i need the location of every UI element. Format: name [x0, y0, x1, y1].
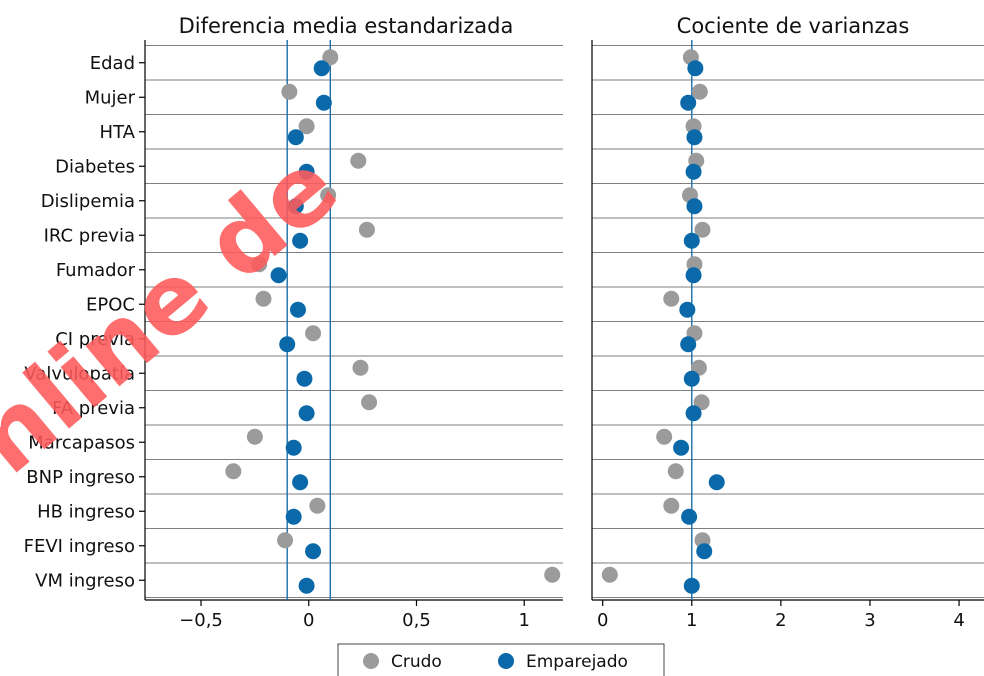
panel-title: Diferencia media estandarizada [179, 14, 514, 38]
point-crudo [352, 359, 369, 376]
point-emparejado [292, 474, 309, 491]
x-tick-label: 0 [303, 610, 314, 631]
point-emparejado [685, 405, 702, 422]
point-emparejado [685, 163, 702, 180]
x-tick-label: 0,5 [402, 610, 431, 631]
point-crudo [601, 566, 618, 583]
panel-title: Cociente de varianzas [677, 14, 910, 38]
point-emparejado [287, 198, 304, 215]
point-emparejado [673, 439, 690, 456]
point-emparejado [686, 198, 703, 215]
point-crudo [320, 187, 337, 204]
point-crudo [298, 118, 315, 135]
point-emparejado [298, 405, 315, 422]
category-label: VM ingreso [35, 570, 135, 591]
point-crudo [544, 566, 561, 583]
legend-label-crudo: Crudo [391, 652, 442, 672]
x-tick-label: 3 [864, 610, 875, 631]
x-tick-label: 0 [597, 610, 608, 631]
point-crudo [694, 221, 711, 238]
point-emparejado [696, 543, 713, 560]
category-label: Dislipemia [41, 191, 135, 212]
x-tick-label: 4 [953, 610, 964, 631]
point-emparejado [287, 129, 304, 146]
point-emparejado [270, 267, 287, 284]
category-label: BNP ingreso [26, 467, 135, 488]
point-crudo [350, 152, 367, 169]
category-label: HB ingreso [37, 501, 135, 522]
point-emparejado [708, 474, 725, 491]
x-tick-label: 1 [686, 610, 697, 631]
point-crudo [305, 325, 322, 342]
point-crudo [255, 290, 272, 307]
x-tick-label: −0,5 [179, 610, 223, 631]
point-crudo [663, 290, 680, 307]
point-crudo [277, 532, 294, 549]
point-crudo [281, 83, 298, 100]
point-emparejado [285, 508, 302, 525]
point-emparejado [680, 336, 697, 353]
category-label: Mujer [85, 87, 136, 108]
legend-marker-crudo [363, 653, 379, 669]
x-tick-label: 2 [775, 610, 786, 631]
point-emparejado [296, 370, 313, 387]
point-emparejado [683, 370, 700, 387]
point-emparejado [289, 301, 306, 318]
point-crudo [691, 83, 708, 100]
point-crudo [663, 497, 680, 514]
x-tick-label: 1 [518, 610, 529, 631]
category-label: HTA [100, 122, 136, 143]
point-crudo [251, 256, 268, 273]
legend-label-emparejado: Emparejado [526, 652, 628, 672]
point-crudo [225, 463, 242, 480]
point-crudo [361, 394, 378, 411]
category-label: Valvulopatía [24, 363, 135, 384]
category-label: Edad [90, 53, 135, 74]
point-emparejado [687, 60, 704, 77]
point-emparejado [683, 232, 700, 249]
category-label: CI previa [55, 329, 135, 350]
point-crudo [667, 463, 684, 480]
point-emparejado [679, 301, 696, 318]
point-emparejado [305, 543, 322, 560]
panel-vr: Cociente de varianzas 0 1 2 3 4 [591, 14, 984, 631]
category-label: FEVI ingreso [24, 536, 135, 557]
category-label: Diabetes [55, 156, 135, 177]
point-emparejado [315, 94, 332, 111]
point-emparejado [681, 508, 698, 525]
point-emparejado [298, 163, 315, 180]
panel-smd: Diferencia media estandarizada −0,5 0 0,5 1 E… [24, 14, 563, 631]
category-label: Marcapasos [28, 432, 135, 453]
category-label: FA previa [52, 398, 135, 419]
point-crudo [246, 428, 263, 445]
legend-marker-emparejado [498, 653, 514, 669]
point-emparejado [298, 577, 315, 594]
legend: Crudo Emparejado [337, 643, 665, 676]
point-crudo [656, 428, 673, 445]
category-label: Fumador [56, 260, 136, 281]
category-label: EPOC [86, 294, 135, 315]
point-crudo [309, 497, 326, 514]
category-label: IRC previa [44, 225, 135, 246]
point-emparejado [683, 577, 700, 594]
point-emparejado [686, 129, 703, 146]
point-emparejado [279, 336, 296, 353]
point-emparejado [313, 60, 330, 77]
point-crudo [693, 394, 710, 411]
point-crudo [358, 221, 375, 238]
point-crudo [322, 49, 339, 66]
panels: Diferencia media estandarizada −0,5 0 0,5 1 E… [24, 14, 984, 631]
point-emparejado [685, 267, 702, 284]
point-emparejado [285, 439, 302, 456]
point-emparejado [680, 94, 697, 111]
point-emparejado [292, 232, 309, 249]
